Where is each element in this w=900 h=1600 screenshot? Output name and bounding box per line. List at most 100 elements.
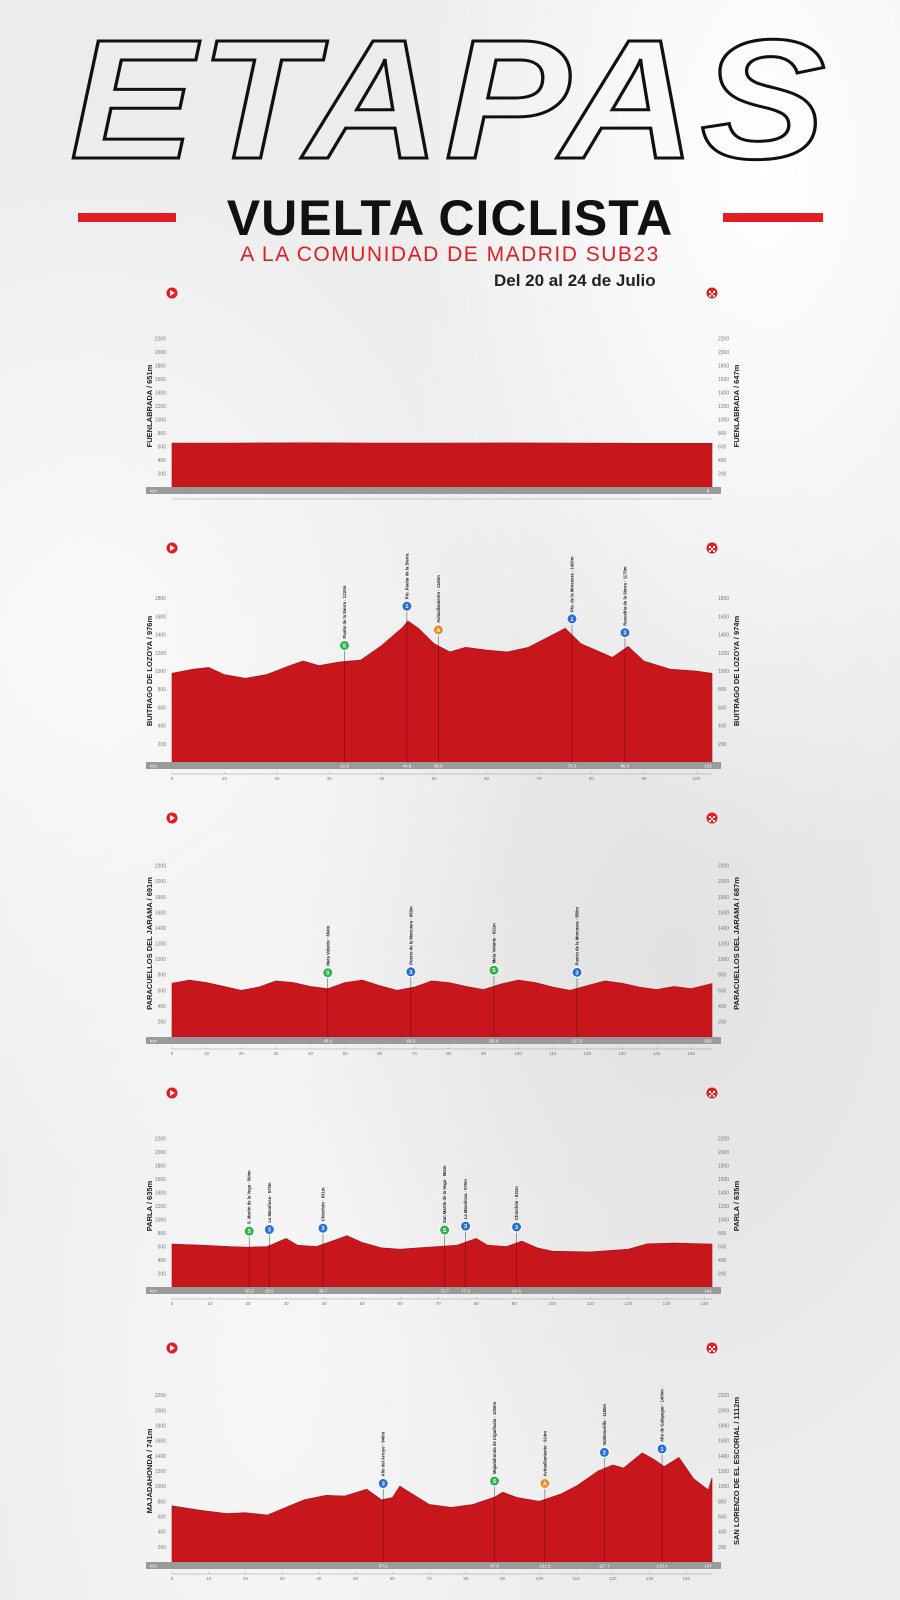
y-tick-label-left: 1200 bbox=[155, 1469, 166, 1475]
y-tick-label-right: 1000 bbox=[718, 669, 729, 675]
point-label: Chinchón · 631m bbox=[514, 1186, 519, 1220]
point-marker-label: S bbox=[247, 1229, 251, 1235]
sprint-icon bbox=[489, 1475, 501, 1487]
point-label: Puerto de la Morcuera · 850m bbox=[575, 907, 580, 966]
x-tick-label: 50 bbox=[360, 1301, 366, 1306]
y-tick-label-right: 200 bbox=[718, 1545, 727, 1551]
point-marker-label: 3 bbox=[464, 1224, 467, 1230]
y-tick-label-left: 1400 bbox=[155, 633, 166, 639]
y-tick-label-right: 400 bbox=[718, 1004, 727, 1010]
sprint-icon bbox=[243, 1225, 255, 1237]
point-km-label: 93.0 bbox=[490, 1039, 499, 1044]
x-tick-label: 0 bbox=[171, 1051, 174, 1056]
y-tick-label-right: 200 bbox=[718, 742, 727, 748]
sprint-icon bbox=[338, 639, 350, 651]
y-tick-label-right: 1000 bbox=[718, 1484, 729, 1490]
x-tick-label: 110 bbox=[572, 1576, 580, 1581]
y-tick-label-right: 2000 bbox=[718, 879, 729, 885]
x-tick-label: 130 bbox=[663, 1301, 671, 1306]
x-tick-label: 60 bbox=[377, 1051, 383, 1056]
point-marker-label: 3 bbox=[575, 970, 578, 976]
y-tick-label-left: 1200 bbox=[155, 651, 166, 657]
km-bar-label: Km bbox=[150, 1564, 157, 1569]
sprint-icon bbox=[439, 1224, 451, 1236]
start-play-icon bbox=[170, 1345, 175, 1351]
point-km-label: 39.7 bbox=[319, 1289, 328, 1294]
y-tick-label-right: 800 bbox=[718, 1499, 727, 1505]
km-bar bbox=[146, 1287, 721, 1294]
point-km-label: 69.0 bbox=[406, 1039, 415, 1044]
kom-icon bbox=[619, 627, 631, 639]
y-tick-label-right: 600 bbox=[718, 445, 727, 451]
y-tick-label-left: 200 bbox=[158, 1019, 167, 1025]
finish-flag-icon bbox=[709, 291, 715, 297]
finish-location-label: FUENLABRADA / 647m bbox=[732, 364, 741, 447]
y-tick-label-right: 200 bbox=[718, 472, 727, 478]
point-km-label: 32.9 bbox=[340, 764, 349, 769]
y-tick-label-left: 1400 bbox=[155, 1191, 166, 1197]
point-label: Puerto de la Morcuera · 850m bbox=[408, 906, 413, 965]
y-tick-label-right: 1600 bbox=[718, 377, 729, 383]
y-tick-label-right: 1600 bbox=[718, 1439, 729, 1445]
finish-location-label: BUITRAGO DE LOZOYA / 974m bbox=[732, 616, 741, 727]
y-tick-label-left: 1000 bbox=[155, 1218, 166, 1224]
point-km-label: 20.3 bbox=[245, 1289, 254, 1294]
y-tick-label-left: 1600 bbox=[155, 1439, 166, 1445]
kom-icon bbox=[401, 600, 413, 612]
y-tick-label-right: 600 bbox=[718, 1515, 727, 1521]
y-tick-label-right: 800 bbox=[718, 973, 727, 979]
y-tick-label-left: 1200 bbox=[155, 942, 166, 948]
point-km-label: 44.8 bbox=[402, 764, 411, 769]
y-tick-label-left: 600 bbox=[158, 988, 167, 994]
y-tick-label-right: 1800 bbox=[718, 364, 729, 370]
event-dates: Del 20 al 24 de Julio bbox=[494, 271, 656, 290]
y-tick-label-left: 200 bbox=[158, 1545, 167, 1551]
y-tick-label-left: 2000 bbox=[155, 879, 166, 885]
finish-flag-icon bbox=[709, 546, 715, 552]
x-tick-label: 140 bbox=[653, 1051, 661, 1056]
y-tick-label-left: 600 bbox=[158, 1515, 167, 1521]
kom-icon bbox=[598, 1446, 610, 1458]
y-tick-label-right: 2200 bbox=[718, 1393, 729, 1399]
y-tick-label-left: 2000 bbox=[155, 1150, 166, 1156]
finish-flag-icon bbox=[709, 1091, 715, 1097]
x-tick-label: 140 bbox=[683, 1576, 691, 1581]
x-tick-label: 100 bbox=[549, 1301, 557, 1306]
y-tick-label-left: 2000 bbox=[155, 1408, 166, 1414]
x-tick-label: 10 bbox=[222, 776, 228, 781]
x-tick-label: 70 bbox=[412, 1051, 418, 1056]
x-tick-label: 0 bbox=[171, 1576, 174, 1581]
elevation-profile-area bbox=[171, 979, 713, 1038]
finish-location-label: PARLA / 635m bbox=[732, 1180, 741, 1231]
y-tick-label-right: 2000 bbox=[718, 1408, 729, 1414]
point-label: Chinchón · 631m bbox=[320, 1187, 325, 1221]
point-marker-label: 1 bbox=[405, 604, 408, 610]
y-tick-label-left: 1800 bbox=[155, 1164, 166, 1170]
point-marker-label: 3 bbox=[409, 970, 412, 976]
y-tick-label-right: 2200 bbox=[718, 864, 729, 870]
point-label: La Marañosa · 570m bbox=[267, 1182, 272, 1222]
km-bar-label: Km bbox=[150, 1039, 157, 1044]
y-tick-label-right: 1400 bbox=[718, 633, 729, 639]
y-tick-label-right: 600 bbox=[718, 988, 727, 994]
point-label: Avituallamiento · 914m bbox=[542, 1431, 547, 1477]
point-km-label: 117.0 bbox=[572, 1039, 583, 1044]
x-tick-label: 10 bbox=[204, 1051, 210, 1056]
point-label: Valdemorillo · 1180m bbox=[602, 1404, 607, 1446]
start-location-label: PARLA / 635m bbox=[145, 1180, 154, 1231]
x-tick-label: 150 bbox=[687, 1051, 695, 1056]
y-tick-label-left: 600 bbox=[158, 1245, 167, 1251]
x-tick-label: 100 bbox=[693, 776, 701, 781]
point-km-label: 117.7 bbox=[599, 1564, 610, 1569]
y-tick-label-right: 400 bbox=[718, 458, 727, 464]
point-marker-label: 3 bbox=[623, 631, 626, 637]
y-tick-label-left: 1800 bbox=[155, 895, 166, 901]
y-tick-label-left: 400 bbox=[158, 1258, 167, 1264]
point-marker-label: 1 bbox=[570, 617, 573, 623]
x-tick-label: 80 bbox=[474, 1301, 480, 1306]
y-tick-label-left: 1200 bbox=[155, 404, 166, 410]
point-label: La Marañosa · 570m bbox=[463, 1179, 468, 1219]
km-bar bbox=[146, 1562, 721, 1569]
x-tick-label: 130 bbox=[646, 1576, 654, 1581]
